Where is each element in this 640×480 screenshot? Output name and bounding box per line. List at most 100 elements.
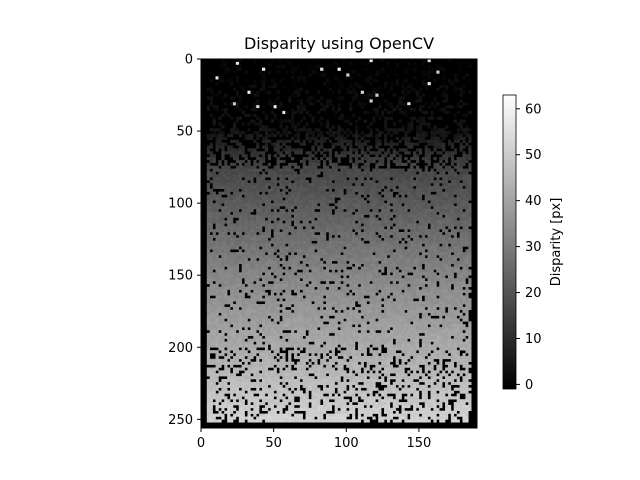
disparity-cell [424, 194, 428, 198]
disparity-cell [369, 194, 373, 198]
disparity-cell [232, 257, 237, 262]
disparity-cell [227, 67, 231, 71]
disparity-cell [235, 246, 240, 250]
disparity-cell [430, 70, 434, 74]
disparity-cell [392, 168, 396, 172]
disparity-cell [244, 182, 248, 187]
disparity-cell [410, 174, 414, 178]
disparity-cell [273, 191, 277, 195]
disparity-cell [375, 266, 379, 270]
disparity-cell [453, 185, 457, 190]
disparity-cell [445, 96, 449, 100]
disparity-cell [436, 180, 440, 184]
disparity-cell [378, 257, 382, 262]
disparity-cell [308, 206, 312, 210]
disparity-cell [369, 67, 373, 71]
disparity-cell [337, 280, 341, 285]
disparity-cell [439, 280, 443, 285]
disparity-cell [299, 194, 303, 198]
disparity-cell [285, 252, 289, 256]
disparity-cell [328, 266, 333, 270]
disparity-cell [410, 257, 414, 262]
disparity-cell [404, 90, 408, 94]
disparity-cell [232, 255, 237, 259]
disparity-cell [296, 174, 301, 178]
disparity-cell [433, 157, 437, 161]
disparity-cell [384, 260, 388, 264]
disparity-cell [259, 260, 263, 264]
disparity-cell [450, 289, 455, 293]
disparity-cell [279, 191, 283, 195]
disparity-cell [311, 119, 315, 123]
disparity-cell [404, 214, 408, 218]
disparity-cell [250, 292, 254, 296]
disparity-cell [276, 246, 280, 250]
disparity-cell [235, 200, 240, 204]
disparity-cell [442, 110, 446, 115]
disparity-cell [264, 197, 269, 201]
disparity-cell [439, 206, 443, 210]
disparity-cell [259, 231, 263, 236]
disparity-cell [424, 286, 428, 290]
disparity-cell [375, 197, 379, 201]
disparity-cell [346, 220, 350, 224]
disparity-cell [462, 280, 466, 285]
disparity-cell [465, 133, 469, 138]
disparity-cell [445, 249, 449, 253]
disparity-cell [404, 174, 408, 178]
disparity-cell [218, 263, 222, 267]
disparity-cell [375, 151, 379, 155]
disparity-cell [378, 197, 382, 201]
disparity-cell [325, 191, 330, 195]
disparity-cell [276, 275, 280, 279]
disparity-cell [264, 240, 269, 244]
disparity-cell [459, 188, 463, 192]
disparity-cell [206, 217, 211, 221]
disparity-cell [418, 206, 423, 210]
disparity-cell [430, 280, 434, 285]
disparity-cell [372, 295, 376, 299]
disparity-cell [375, 217, 379, 221]
disparity-cell [424, 226, 428, 230]
disparity-cell [442, 76, 446, 80]
disparity-cell [276, 226, 280, 230]
disparity-cell [250, 217, 254, 221]
disparity-cell [328, 99, 333, 103]
disparity-cell [221, 243, 225, 247]
disparity-cell [238, 255, 242, 259]
disparity-cell [259, 283, 263, 288]
disparity-cell [459, 61, 463, 66]
disparity-cell [323, 246, 327, 250]
disparity-cell [334, 208, 338, 213]
disparity-cell [296, 203, 301, 207]
disparity-cell [273, 231, 277, 236]
disparity-cell [450, 275, 455, 279]
disparity-cell [360, 266, 364, 270]
disparity-cell [206, 237, 211, 241]
disparity-cell [369, 182, 373, 187]
disparity-cell [360, 142, 364, 146]
disparity-cell [241, 148, 245, 152]
disparity-cell [317, 292, 321, 296]
disparity-cell [340, 171, 344, 175]
disparity-cell [392, 154, 396, 158]
disparity-cell [221, 272, 225, 276]
disparity-cell [325, 217, 330, 221]
disparity-cell [404, 113, 408, 117]
disparity-cell [328, 194, 333, 198]
disparity-cell [244, 191, 248, 195]
disparity-cell [273, 168, 277, 172]
disparity-cell [401, 206, 405, 210]
disparity-cell [241, 171, 245, 175]
disparity-cell [366, 289, 370, 293]
disparity-cell [285, 214, 289, 218]
disparity-cell [250, 119, 254, 123]
disparity-cell [407, 139, 411, 143]
disparity-cell [459, 211, 463, 215]
disparity-cell [323, 269, 327, 273]
disparity-cell [366, 211, 370, 215]
disparity-cell [456, 278, 460, 282]
disparity-cell [230, 266, 234, 270]
disparity-cell [366, 174, 370, 178]
disparity-cell [413, 229, 417, 233]
